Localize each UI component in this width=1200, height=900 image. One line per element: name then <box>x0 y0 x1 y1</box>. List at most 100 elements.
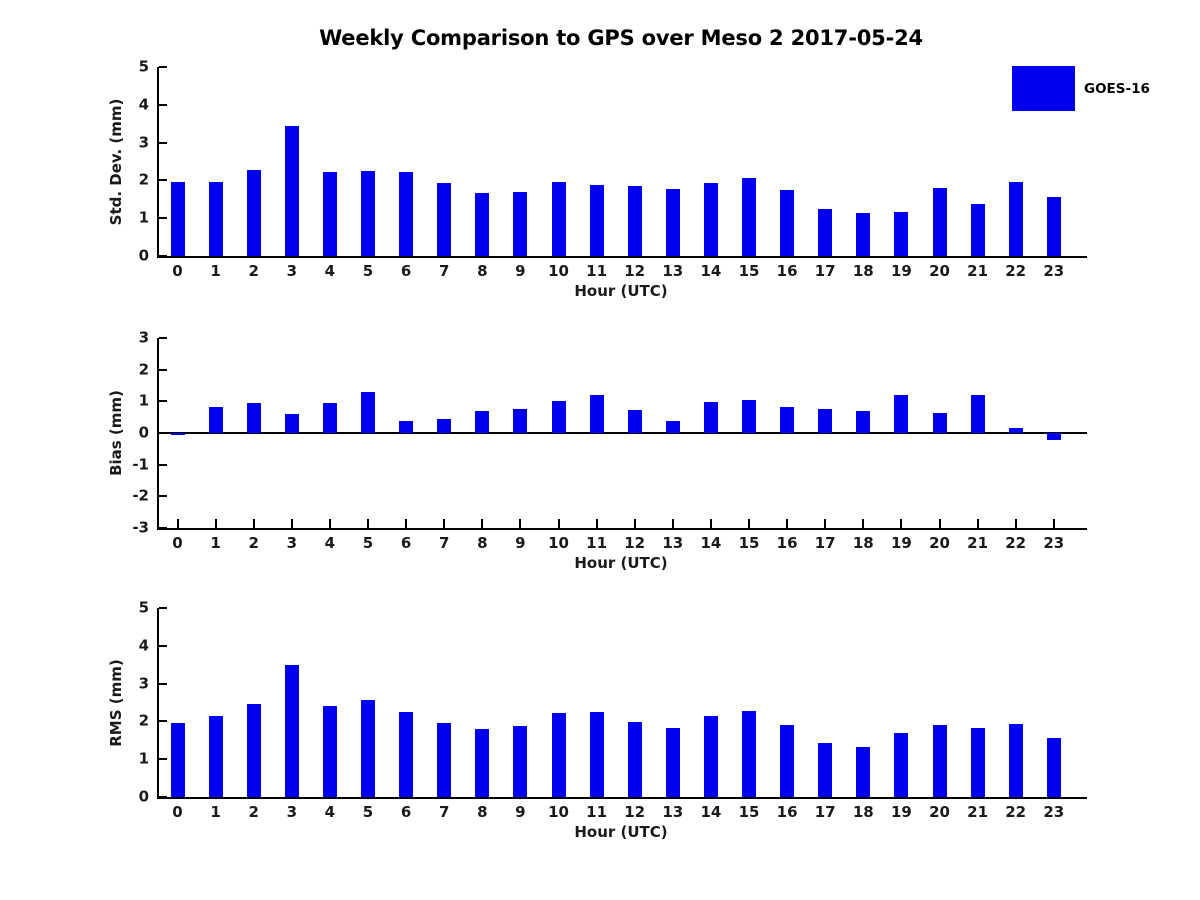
x-tick <box>595 519 598 528</box>
x-tick-label: 0 <box>172 803 183 821</box>
y-tick <box>159 463 167 466</box>
x-tick-label: 14 <box>700 803 722 821</box>
x-tick <box>862 519 865 528</box>
y-tick-label: 1 <box>138 208 149 227</box>
x-tick-label: 12 <box>624 534 646 552</box>
bar-hour-9 <box>513 408 528 433</box>
bar-hour-9 <box>513 726 528 797</box>
y-tick <box>159 495 167 498</box>
x-tick-label: 15 <box>738 803 760 821</box>
legend-swatch-goes16 <box>1012 66 1075 111</box>
x-tick-label: 12 <box>624 803 646 821</box>
y-tick-label: 2 <box>138 711 149 730</box>
x-tick-label: 1 <box>210 803 221 821</box>
y-tick <box>159 66 167 68</box>
bar-hour-10 <box>551 181 566 256</box>
x-tick <box>367 519 369 528</box>
bar-hour-6 <box>399 421 414 433</box>
y-tick <box>159 103 167 106</box>
x-tick <box>481 519 484 528</box>
x-tick-label: 6 <box>400 803 412 821</box>
x-tick-label: 23 <box>1043 262 1065 280</box>
x-tick <box>671 519 674 528</box>
x-tick-label: 13 <box>662 534 684 552</box>
rms-chart: RMS (mm) 0 1 2 3 4 5 0 1 2 3 4 5 6 7 8 9 10 11 12 13 14 15 16 1… <box>0 600 1200 841</box>
x-tick-label: 7 <box>438 534 450 552</box>
bar-hour-2 <box>246 402 261 433</box>
x-tick-label: 1 <box>210 262 221 280</box>
x-tick-label: 6 <box>400 534 412 552</box>
bar-hour-17 <box>818 209 833 256</box>
x-tick-label: 7 <box>438 262 450 280</box>
bar-hour-22 <box>1008 428 1023 433</box>
x-tick-label: 4 <box>324 262 336 280</box>
bar-hour-21 <box>970 394 985 433</box>
bar-hour-1 <box>208 716 223 797</box>
bar-hour-18 <box>856 746 871 797</box>
x-tick-label: 9 <box>515 803 526 821</box>
x-tick-label: 2 <box>248 262 259 280</box>
x-tick-label: 6 <box>400 262 412 280</box>
bar-hour-6 <box>399 711 414 797</box>
bar-hour-17 <box>818 408 833 433</box>
bar-hour-7 <box>437 183 452 256</box>
bar-hour-4 <box>322 402 337 433</box>
x-tick-label: 8 <box>477 803 488 821</box>
bar-hour-2 <box>246 703 261 797</box>
rms-y-axis-label: RMS (mm) <box>107 658 125 747</box>
x-tick <box>176 519 179 528</box>
y-tick-label: 5 <box>138 598 149 617</box>
bias-x-axis-label: Hour (UTC) <box>574 554 668 572</box>
x-tick-label: 13 <box>662 803 684 821</box>
x-tick-label: 0 <box>172 534 183 552</box>
bar-hour-16 <box>780 725 795 797</box>
y-tick <box>159 337 167 339</box>
x-tick-label: 15 <box>738 262 760 280</box>
y-tick <box>159 758 167 761</box>
x-tick-label: 18 <box>852 803 874 821</box>
bar-hour-5 <box>361 170 375 256</box>
x-tick-label: 14 <box>700 534 722 552</box>
bar-hour-12 <box>627 409 642 433</box>
x-tick-label: 17 <box>814 803 836 821</box>
std-dev-y-axis-label: Std. Dev. (mm) <box>107 98 125 225</box>
x-tick-label: 21 <box>967 803 989 821</box>
x-tick <box>519 519 522 528</box>
std-dev-x-axis-label: Hour (UTC) <box>574 282 668 300</box>
x-tick-label: 8 <box>477 262 488 280</box>
bar-hour-20 <box>932 725 947 797</box>
y-tick <box>159 644 167 647</box>
legend: GOES-16 <box>1012 66 1150 111</box>
bar-hour-4 <box>322 172 337 256</box>
x-tick-label: 11 <box>586 803 608 821</box>
bar-hour-18 <box>856 213 871 256</box>
x-tick <box>748 519 750 528</box>
x-tick-label: 16 <box>776 803 798 821</box>
x-tick-label: 12 <box>624 262 646 280</box>
x-tick-label: 1 <box>210 534 221 552</box>
x-tick-label: 16 <box>776 262 798 280</box>
y-tick-label: 1 <box>138 391 149 410</box>
y-tick-label: 1 <box>138 749 149 768</box>
x-tick <box>557 519 560 528</box>
y-tick <box>159 607 167 609</box>
bar-hour-16 <box>780 407 795 433</box>
x-tick-label: 20 <box>929 803 950 821</box>
x-tick <box>328 519 331 528</box>
x-tick <box>1052 519 1055 528</box>
x-tick-label: 22 <box>1005 262 1027 280</box>
bar-hour-8 <box>475 410 490 433</box>
bar-hour-8 <box>475 729 490 797</box>
bar-hour-3 <box>284 413 299 433</box>
bar-hour-13 <box>665 188 680 256</box>
bias-y-axis-label: Bias (mm) <box>107 390 125 476</box>
bar-hour-16 <box>780 190 795 256</box>
bar-hour-13 <box>665 728 680 797</box>
bias-plot-area: 3 2 1 0 -1 -2 -3 0 1 2 3 4 5 6 7 8 9 10 11 12 13 14 15 16 17 18 19… <box>132 330 1087 551</box>
bar-hour-23 <box>1046 738 1061 797</box>
y-tick-label: 4 <box>138 95 149 114</box>
bar-hour-19 <box>894 211 909 256</box>
figure-title: Weekly Comparison to GPS over Meso 2 201… <box>319 26 923 50</box>
bar-hour-12 <box>627 721 642 797</box>
std-dev-chart: Std. Dev. (mm) 0 1 2 3 4 5 0 1 2 3 4 5 6 7 8 9 10 11 12 13 1… <box>0 59 1200 300</box>
